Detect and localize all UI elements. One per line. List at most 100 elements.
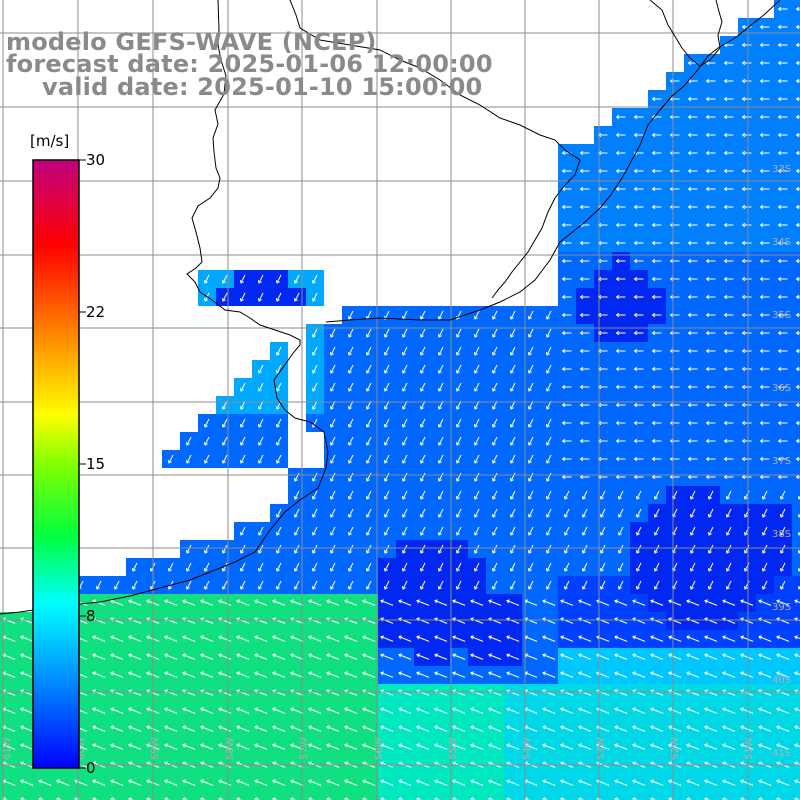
wind-arrow-head — [542, 635, 546, 640]
wind-arrow — [20, 690, 34, 696]
wind-arrow-head — [687, 132, 692, 138]
wind-arrow-head — [290, 653, 294, 658]
wind-arrow-head — [614, 761, 618, 766]
wind-arrow — [200, 744, 214, 750]
lon-label: 57W — [299, 737, 310, 760]
wind-arrow-head — [617, 531, 622, 536]
wind-arrow — [488, 726, 502, 732]
wind-arrow — [312, 508, 318, 518]
wind-arrow — [398, 600, 412, 606]
wind-arrow-head — [633, 330, 638, 336]
wind-arrow — [704, 672, 718, 678]
wind-arrow-head — [704, 599, 708, 604]
wind-arrow-head — [290, 599, 294, 604]
wind-arrow-head — [455, 549, 460, 554]
wind-arrow — [618, 580, 624, 590]
wind-arrow-head — [599, 585, 604, 590]
wind-arrow — [258, 382, 264, 392]
wind-arrow — [776, 636, 790, 642]
wind-arrow-head — [455, 423, 460, 428]
wind-arrow-head — [761, 531, 766, 536]
wind-arrow-head — [687, 276, 692, 282]
wind-arrow-head — [491, 459, 496, 464]
field-cell — [486, 792, 504, 800]
wind-arrow-head — [203, 297, 208, 302]
wind-arrow-head — [365, 441, 370, 446]
wind-arrow — [488, 618, 502, 624]
wind-arrow-head — [308, 761, 312, 766]
wind-arrow-head — [669, 78, 674, 84]
wind-arrow-head — [669, 150, 674, 156]
wind-arrow — [312, 526, 318, 536]
wind-arrow-head — [398, 761, 402, 766]
wind-arrow-head — [635, 567, 640, 572]
wind-arrow-head — [473, 585, 478, 590]
wind-arrow-head — [218, 671, 222, 676]
wind-arrow-head — [689, 585, 694, 590]
wind-arrow-head — [506, 653, 510, 658]
wind-arrow-head — [110, 635, 114, 640]
wind-arrow-head — [545, 567, 550, 572]
wind-arrow-head — [797, 513, 800, 518]
wind-arrow-head — [614, 653, 618, 658]
wind-arrow — [546, 562, 552, 572]
wind-arrow-head — [20, 653, 24, 658]
wind-arrow-head — [614, 707, 618, 712]
wind-arrow-head — [509, 351, 514, 356]
wind-arrow-head — [293, 567, 298, 572]
wind-arrow — [438, 436, 444, 446]
wind-arrow — [276, 454, 282, 464]
wind-arrow — [542, 654, 556, 660]
wind-arrow-head — [578, 797, 582, 800]
model-title: modelo GEFS-WAVE (NCEP) — [6, 28, 377, 56]
wind-arrow-head — [506, 797, 510, 800]
wind-arrow — [384, 346, 390, 356]
wind-arrow — [164, 636, 178, 642]
wind-arrow — [384, 472, 390, 482]
wind-arrow — [654, 562, 660, 572]
wind-arrow-head — [777, 258, 782, 264]
wind-arrow-head — [651, 348, 656, 354]
wind-arrow-head — [651, 240, 656, 246]
wind-arrow-head — [777, 114, 782, 120]
wind-arrow-head — [128, 797, 132, 800]
wind-arrow-head — [509, 477, 514, 482]
wind-arrow — [492, 310, 498, 320]
wind-arrow — [672, 526, 678, 536]
wind-arrow — [164, 780, 178, 786]
wind-arrow-head — [759, 294, 764, 300]
wind-arrow-head — [633, 402, 638, 408]
wind-arrow-head — [759, 258, 764, 264]
wind-arrow-head — [272, 725, 276, 730]
lat-label: 37S — [772, 456, 791, 467]
wind-arrow-head — [527, 585, 532, 590]
wind-arrow-head — [633, 348, 638, 354]
wind-arrow-head — [362, 797, 366, 800]
wind-arrow-head — [326, 725, 330, 730]
wind-arrow — [362, 636, 376, 642]
wind-arrow-head — [689, 513, 694, 518]
wind-arrow — [254, 690, 268, 696]
field-cell — [198, 792, 216, 800]
wind-arrow-head — [365, 351, 370, 356]
wind-arrow-head — [741, 42, 746, 48]
wind-arrow-head — [707, 495, 712, 500]
field-cell — [306, 792, 324, 800]
wind-arrow — [276, 508, 282, 518]
wind-arrow-head — [617, 495, 622, 500]
wind-arrow-head — [705, 276, 710, 282]
wind-arrow — [366, 382, 372, 392]
wind-arrow — [438, 382, 444, 392]
wind-arrow-head — [795, 6, 800, 12]
wind-arrow-head — [488, 635, 492, 640]
wind-arrow — [668, 708, 682, 714]
wind-arrow-head — [687, 60, 692, 66]
wind-arrow-head — [759, 456, 764, 462]
wind-arrow — [452, 780, 466, 786]
valid-date: valid date: 2025-01-10 15:00:00 — [42, 73, 483, 101]
wind-arrow-head — [203, 567, 208, 572]
wind-arrow-head — [633, 186, 638, 192]
wind-arrow-head — [455, 405, 460, 410]
wind-arrow-head — [687, 456, 692, 462]
wind-arrow — [438, 526, 444, 536]
